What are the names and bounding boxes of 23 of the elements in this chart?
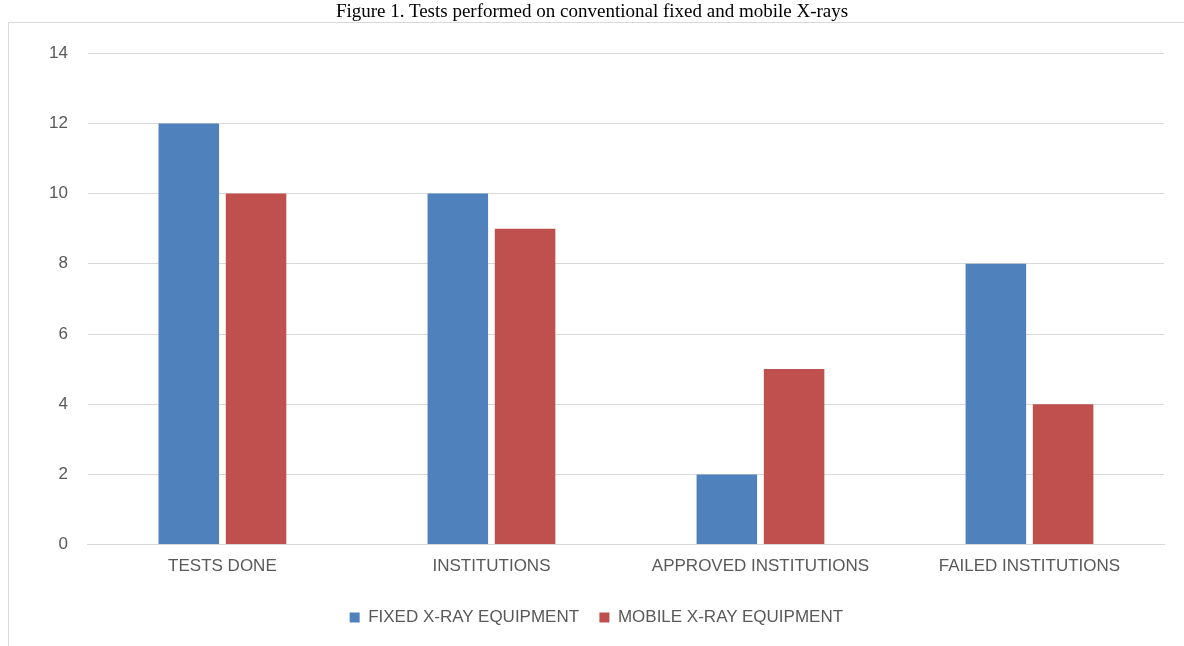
y-tick-label: 0 (58, 534, 68, 554)
bar (158, 123, 220, 545)
y-tick-label: 2 (58, 464, 68, 484)
y-tick-label: 12 (48, 113, 68, 133)
bar (696, 474, 758, 545)
bar (763, 369, 825, 545)
chart-title: Figure 1. Tests performed on conventional fixed and mobile X-rays (334, 0, 850, 22)
x-tick-label: APPROVED INSTITUTIONS (651, 556, 870, 576)
y-tick-label: 8 (58, 253, 68, 273)
y-tick-label: 14 (48, 42, 68, 62)
y-tick-label: 10 (48, 183, 68, 203)
legend-label: FIXED X-RAY EQUIPMENT (368, 607, 580, 627)
bar (427, 193, 489, 545)
x-tick-label: FAILED INSTITUTIONS (938, 556, 1121, 576)
bar (965, 263, 1027, 545)
bar (1032, 404, 1094, 545)
legend-label: MOBILE X-RAY EQUIPMENT (617, 607, 844, 627)
x-tick-label: TESTS DONE (168, 556, 277, 576)
bar (225, 193, 287, 545)
y-tick-label: 6 (58, 323, 68, 343)
y-tick-label: 4 (58, 393, 68, 413)
x-tick-label: INSTITUTIONS (432, 556, 551, 576)
bar (494, 228, 556, 545)
